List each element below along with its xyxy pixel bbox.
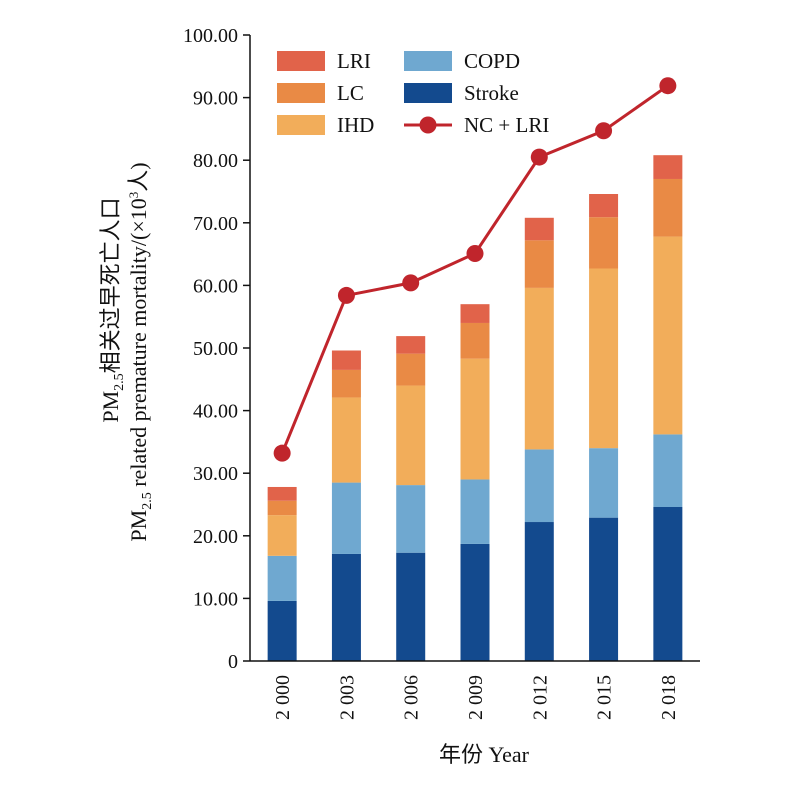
- point-nc-lri-2: [402, 274, 420, 292]
- x-tick-label-5: 2 015: [594, 675, 616, 720]
- bar-lri-5: [589, 194, 619, 218]
- bar-stroke-0: [267, 600, 297, 661]
- legend-label-stroke: Stroke: [464, 81, 519, 105]
- y-tick-label-2: 20.00: [193, 526, 238, 548]
- point-nc-lri-1: [337, 286, 355, 304]
- bar-stroke-5: [589, 517, 619, 661]
- legend-swatch-copd: [404, 51, 452, 71]
- bar-lri-0: [267, 486, 297, 501]
- bar-copd-6: [653, 434, 683, 508]
- bar-lc-1: [331, 369, 361, 398]
- point-nc-lri-3: [466, 244, 484, 262]
- bar-copd-3: [460, 479, 490, 544]
- legend-swatch-marker: [419, 116, 437, 134]
- bar-copd-5: [589, 448, 619, 518]
- axes-group: [243, 34, 700, 662]
- y-tick-label-3: 30.00: [193, 463, 238, 485]
- bar-ihd-2: [396, 385, 426, 486]
- y-tick-label-0: 0: [228, 651, 238, 673]
- bar-ihd-3: [460, 358, 490, 480]
- bar-lc-6: [653, 178, 683, 237]
- line-group: [273, 77, 677, 462]
- bar-copd-2: [396, 485, 426, 553]
- legend-label-ihd: IHD: [337, 113, 374, 137]
- bar-lri-1: [331, 350, 361, 370]
- legend-swatch-stroke: [404, 83, 452, 103]
- x-axis-title: 年份 Year: [439, 742, 530, 767]
- point-nc-lri-6: [659, 77, 677, 95]
- legend-swatch-lc: [277, 83, 325, 103]
- point-nc-lri-5: [595, 122, 613, 140]
- bar-ihd-4: [524, 287, 554, 450]
- x-tick-label-4: 2 012: [529, 675, 551, 720]
- legend-swatch-lri: [277, 51, 325, 71]
- bar-lri-3: [460, 304, 490, 323]
- bar-stroke-6: [653, 507, 683, 661]
- y-tick-label-6: 60.00: [193, 275, 238, 297]
- bar-stroke-1: [331, 553, 361, 661]
- bar-lri-6: [653, 155, 683, 179]
- y-axis-title-line2: PM2.5 related premature mortality/(×103人…: [126, 162, 155, 541]
- legend-label-lc: LC: [337, 81, 364, 105]
- legend-label-lri: LRI: [337, 49, 371, 73]
- bar-ihd-6: [653, 236, 683, 435]
- y-axis-title-line1: PM2.5相关过早死亡人口: [98, 197, 127, 422]
- point-nc-lri-4: [530, 148, 548, 166]
- bar-stroke-3: [460, 543, 490, 661]
- legend-swatch-ihd: [277, 115, 325, 135]
- x-tick-label-6: 2 018: [658, 675, 680, 720]
- y-tick-label-5: 50.00: [193, 338, 238, 360]
- bars-group: [267, 155, 683, 661]
- legend: LRI LC IHD COPD Stroke NC + LRI: [277, 49, 549, 137]
- bar-ihd-1: [331, 397, 361, 483]
- y-tick-label-8: 80.00: [193, 150, 238, 172]
- y-tick-label-7: 70.00: [193, 213, 238, 235]
- bar-stroke-4: [524, 522, 554, 661]
- y-tick-label-10: 100.00: [183, 25, 238, 47]
- x-tick-label-3: 2 009: [465, 675, 487, 720]
- y-tick-label-1: 10.00: [193, 588, 238, 610]
- tick-labels: 0 10.00 20.00 30.00 40.00 50.00 60.00 70.00 80.0…: [183, 25, 680, 720]
- x-tick-label-2: 2 006: [401, 675, 423, 720]
- legend-label-copd: COPD: [464, 49, 520, 73]
- bar-ihd-5: [589, 268, 619, 449]
- bar-copd-4: [524, 449, 554, 523]
- bar-copd-0: [267, 555, 297, 601]
- bar-ihd-0: [267, 515, 297, 556]
- bar-lri-2: [396, 336, 426, 354]
- bar-lc-5: [589, 217, 619, 269]
- bar-lri-4: [524, 217, 554, 241]
- y-tick-label-4: 40.00: [193, 401, 238, 423]
- bar-lc-4: [524, 240, 554, 288]
- bar-copd-1: [331, 482, 361, 554]
- bar-lc-2: [396, 353, 426, 386]
- x-tick-label-1: 2 003: [336, 675, 358, 720]
- bar-lc-3: [460, 322, 490, 359]
- bar-lc-0: [267, 500, 297, 516]
- x-tick-label-0: 2 000: [272, 675, 294, 720]
- bar-stroke-2: [396, 552, 426, 661]
- y-tick-label-9: 90.00: [193, 88, 238, 110]
- legend-label-nc-lri: NC + LRI: [464, 113, 549, 137]
- point-nc-lri-0: [273, 444, 291, 462]
